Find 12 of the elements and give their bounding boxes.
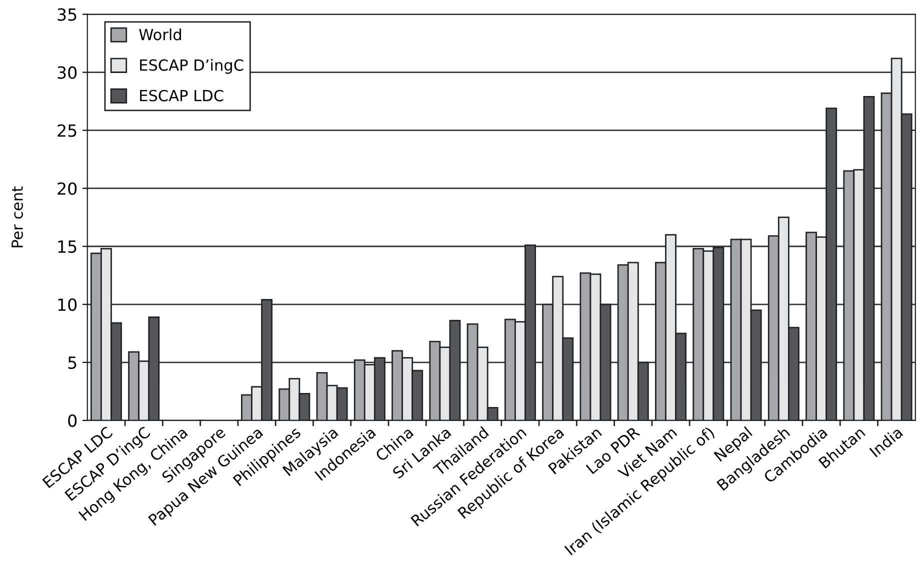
y-tick-label: 10 (58, 298, 77, 311)
y-axis-title: Per cent (12, 186, 23, 248)
y-tick-label: 25 (58, 124, 76, 137)
legend-label: ESCAP LDC (140, 90, 224, 102)
legend-label: ESCAP D’ingC (140, 59, 244, 74)
y-tick-label: 0 (68, 414, 77, 427)
y-tick-label: 20 (58, 182, 77, 195)
y-tick-label: 15 (58, 240, 76, 253)
y-tick-label: 30 (58, 66, 77, 79)
y-tick-label: 35 (58, 8, 76, 21)
y-tick-label: 5 (68, 356, 76, 369)
legend-label: World (139, 28, 181, 40)
